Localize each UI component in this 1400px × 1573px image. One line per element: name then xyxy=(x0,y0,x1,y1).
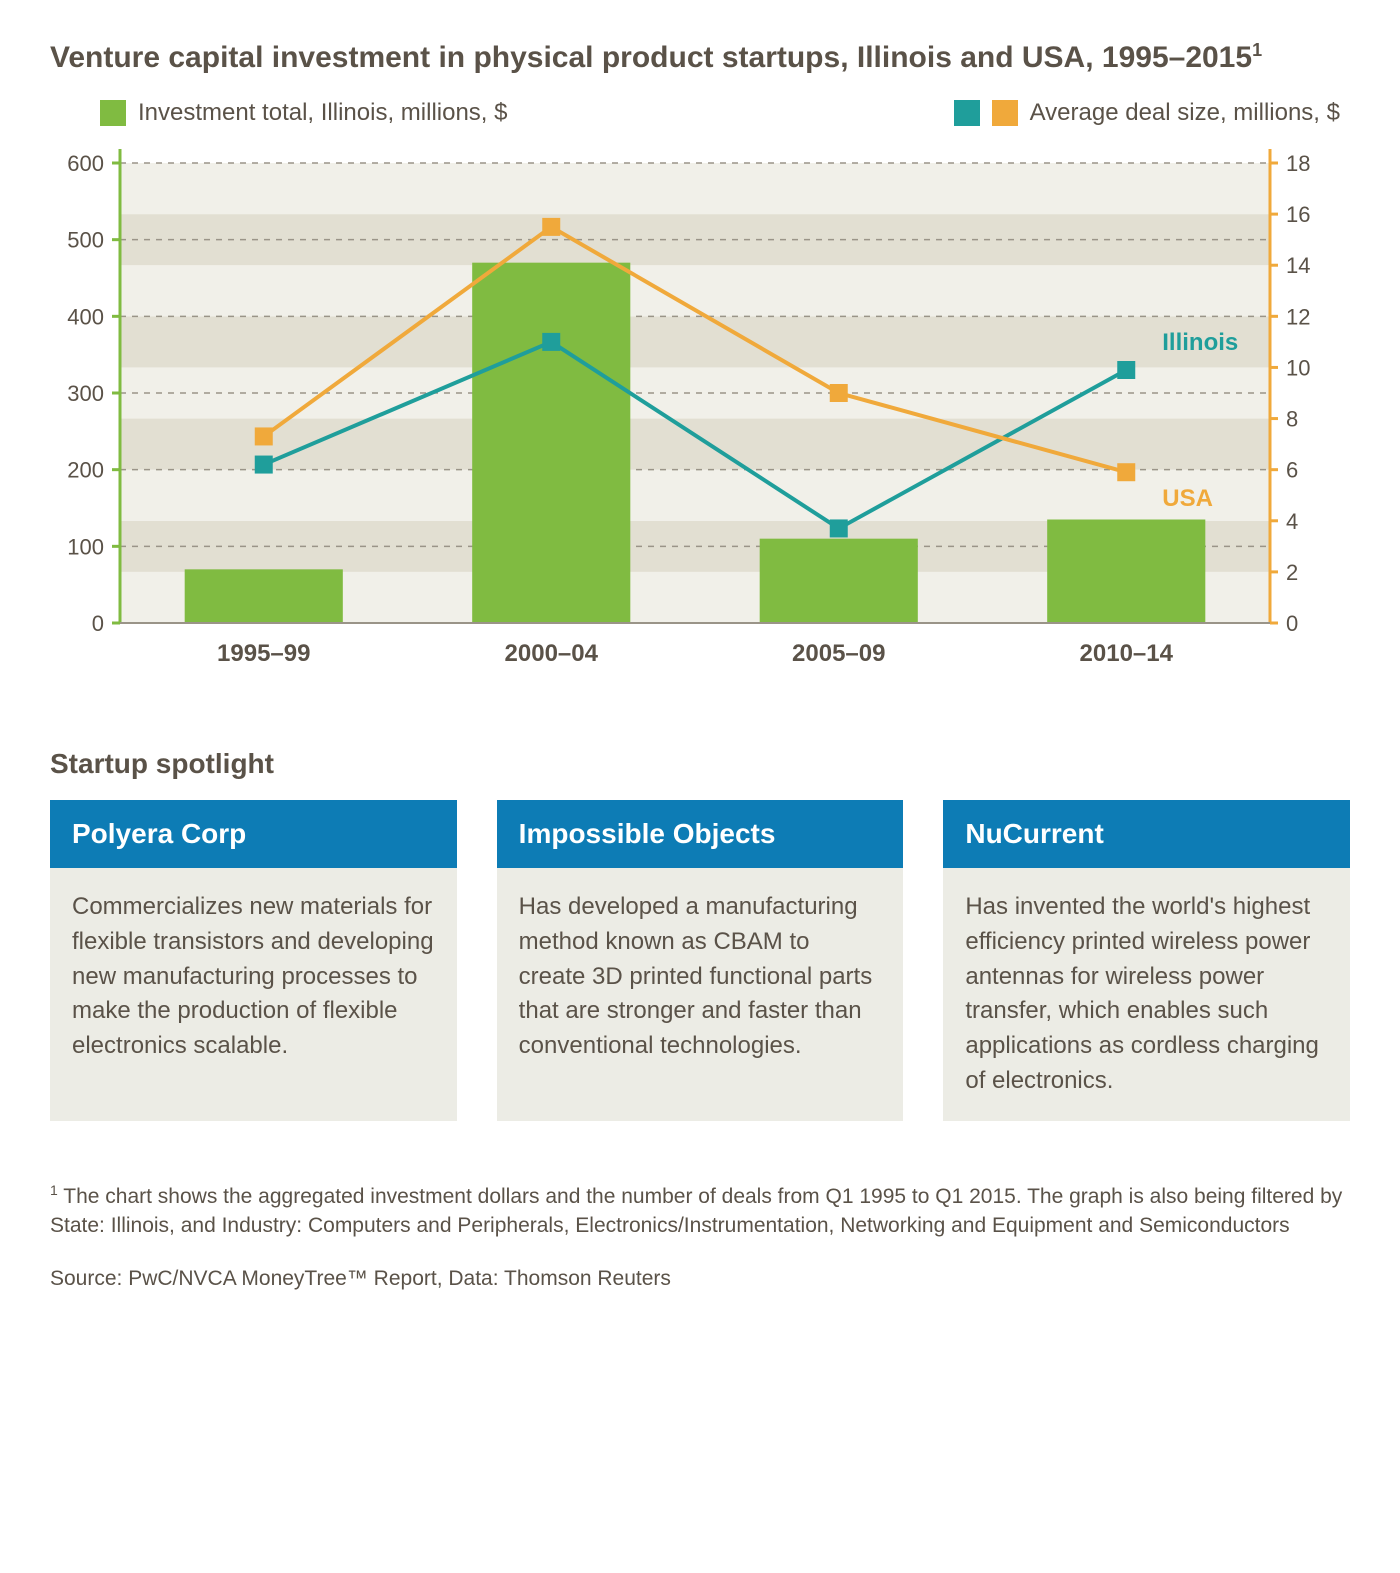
marker xyxy=(255,427,273,445)
bar xyxy=(1047,520,1205,624)
card-title: Polyera Corp xyxy=(50,800,457,868)
card-body: Has developed a manu­facturing method kn… xyxy=(497,868,904,1121)
category-label: 2000–04 xyxy=(505,640,599,667)
series-label-usa: USA xyxy=(1162,485,1213,512)
chart-svg: 0 100 200 300 400 500 600 0 2 4 6 8 10 12 14 16 18 1995–9… xyxy=(50,133,1350,693)
spotlight-cards: Polyera CorpCommercializes new materials… xyxy=(50,800,1350,1121)
svg-text:4: 4 xyxy=(1286,509,1298,534)
svg-text:500: 500 xyxy=(67,228,104,253)
legend-bar-label: Investment total, Illinois, millions, $ xyxy=(138,99,507,127)
svg-text:14: 14 xyxy=(1286,253,1310,278)
marker xyxy=(542,333,560,351)
marker xyxy=(830,384,848,402)
marker xyxy=(255,456,273,474)
spotlight-card: Polyera CorpCommercializes new materials… xyxy=(50,800,457,1121)
legend-swatch-bar xyxy=(100,100,126,126)
svg-text:12: 12 xyxy=(1286,304,1310,329)
legend: Investment total, Illinois, millions, $ … xyxy=(50,99,1350,127)
marker xyxy=(830,519,848,537)
svg-text:10: 10 xyxy=(1286,355,1310,380)
legend-line-label: Average deal size, millions, $ xyxy=(1030,99,1340,127)
chart-title: Venture capital investment in physical p… xyxy=(50,40,1350,75)
svg-text:8: 8 xyxy=(1286,407,1298,432)
svg-text:0: 0 xyxy=(1286,611,1298,636)
svg-text:200: 200 xyxy=(67,458,104,483)
category-label: 2005–09 xyxy=(792,640,885,667)
card-title: Impossible Objects xyxy=(497,800,904,868)
category-label: 2010–14 xyxy=(1080,640,1174,667)
legend-swatch-line1 xyxy=(954,100,980,126)
spotlight-card: Impossible ObjectsHas developed a manu­f… xyxy=(497,800,904,1121)
category-label: 1995–99 xyxy=(217,640,310,667)
series-label-illinois: Illinois xyxy=(1162,329,1238,356)
bar xyxy=(472,263,630,623)
spotlight-card: NuCurrentHas invented the world's highes… xyxy=(943,800,1350,1121)
svg-text:600: 600 xyxy=(67,151,104,176)
svg-text:300: 300 xyxy=(67,381,104,406)
chart: 0 100 200 300 400 500 600 0 2 4 6 8 10 12 14 16 18 1995–9… xyxy=(50,133,1350,698)
bar xyxy=(185,569,343,623)
footnote: 1 The chart shows the aggregated investm… xyxy=(50,1181,1350,1241)
spotlight-title: Startup spotlight xyxy=(50,748,1350,780)
marker xyxy=(1117,463,1135,481)
svg-text:0: 0 xyxy=(92,611,104,636)
card-body: Commercializes new materials for flexibl… xyxy=(50,868,457,1121)
svg-text:6: 6 xyxy=(1286,458,1298,483)
legend-swatch-line2 xyxy=(992,100,1018,126)
source: Source: PwC/NVCA MoneyTree™ Report, Data… xyxy=(50,1267,1350,1291)
card-title: NuCurrent xyxy=(943,800,1350,868)
svg-text:18: 18 xyxy=(1286,151,1310,176)
svg-text:400: 400 xyxy=(67,304,104,329)
svg-text:2: 2 xyxy=(1286,560,1298,585)
svg-text:100: 100 xyxy=(67,534,104,559)
svg-text:16: 16 xyxy=(1286,202,1310,227)
card-body: Has invented the world's highest efficie… xyxy=(943,868,1350,1121)
marker xyxy=(1117,361,1135,379)
marker xyxy=(542,218,560,236)
bar xyxy=(760,539,918,623)
